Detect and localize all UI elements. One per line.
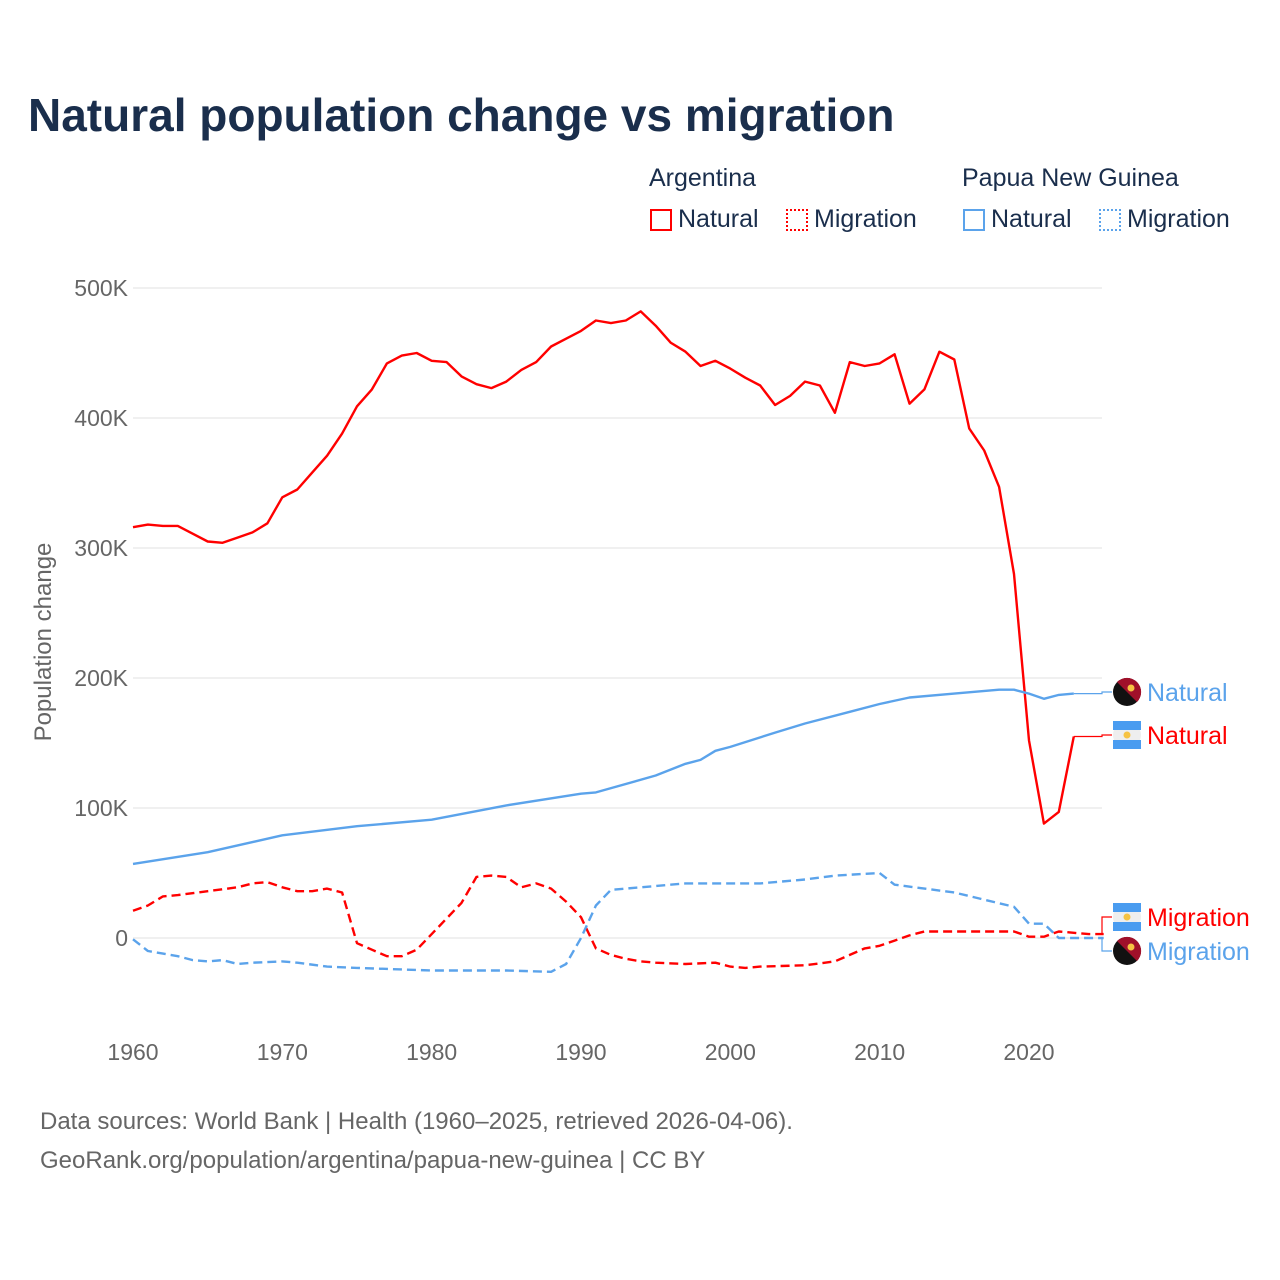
series-line-argentina-migration — [132, 874, 1104, 970]
x-tick-label: 2000 — [705, 1039, 756, 1065]
y-tick-label: 400K — [74, 405, 128, 431]
legend-item-argentina-migration[interactable]: Migration — [786, 205, 917, 234]
chart-title: Natural population change vs migration — [28, 89, 895, 141]
x-tick-label: 1990 — [555, 1039, 606, 1065]
legend-group-png: Papua New Guinea — [962, 164, 1179, 192]
legend-item-argentina-natural[interactable]: Natural — [650, 205, 759, 234]
x-tick-label: 1960 — [107, 1039, 158, 1065]
flag-bird — [1127, 684, 1135, 692]
flag-stripe — [1113, 903, 1141, 912]
legend-swatch-solid — [963, 208, 985, 231]
flag-stripe — [1113, 740, 1141, 749]
footer-sources: Data sources: World Bank | Health (1960–… — [40, 1108, 793, 1135]
legend-swatch-dotted — [1099, 208, 1121, 231]
series-line-argentina-natural — [132, 310, 1075, 825]
legend-swatch-solid — [650, 208, 672, 231]
y-tick-label: 200K — [74, 665, 128, 691]
label-connector — [1073, 691, 1112, 695]
legend-group-argentina: Argentina — [649, 164, 757, 192]
y-tick-label: 100K — [74, 795, 128, 821]
end-label: Migration — [1147, 938, 1250, 966]
legend-label: Migration — [1127, 205, 1230, 233]
flag-bird — [1127, 943, 1135, 951]
legend-item-png-migration[interactable]: Migration — [1099, 205, 1230, 234]
label-connector — [1073, 734, 1112, 738]
legend-label: Natural — [991, 205, 1072, 233]
y-tick-label: 500K — [74, 275, 128, 301]
legend-label: Natural — [678, 205, 759, 233]
legend-swatch-dotted — [786, 208, 808, 231]
y-axis-label: Population change — [30, 543, 57, 742]
y-tick-label: 0 — [115, 925, 128, 951]
x-tick-label: 2020 — [1003, 1039, 1054, 1065]
end-label: Natural — [1147, 679, 1228, 707]
x-tick-label: 1970 — [257, 1039, 308, 1065]
series-line-papua-new-guinea-natural — [132, 688, 1074, 866]
end-label: Natural — [1147, 722, 1228, 750]
footer-link[interactable]: GeoRank.org/population/argentina/papua-n… — [40, 1147, 706, 1174]
flag-stripe — [1113, 922, 1141, 931]
x-tick-label: 1980 — [406, 1039, 457, 1065]
flag-stripe — [1113, 721, 1141, 730]
flag-sun — [1123, 731, 1131, 739]
x-tick-label: 2010 — [854, 1039, 905, 1065]
legend-label: Migration — [814, 205, 917, 233]
label-connector — [1101, 916, 1112, 935]
flag-sun — [1123, 913, 1131, 921]
label-connector — [1101, 937, 1112, 952]
legend-item-png-natural[interactable]: Natural — [963, 205, 1072, 234]
end-label: Migration — [1147, 904, 1250, 932]
series-line-papua-new-guinea-migration — [132, 871, 1104, 973]
y-tick-label: 300K — [74, 535, 128, 561]
